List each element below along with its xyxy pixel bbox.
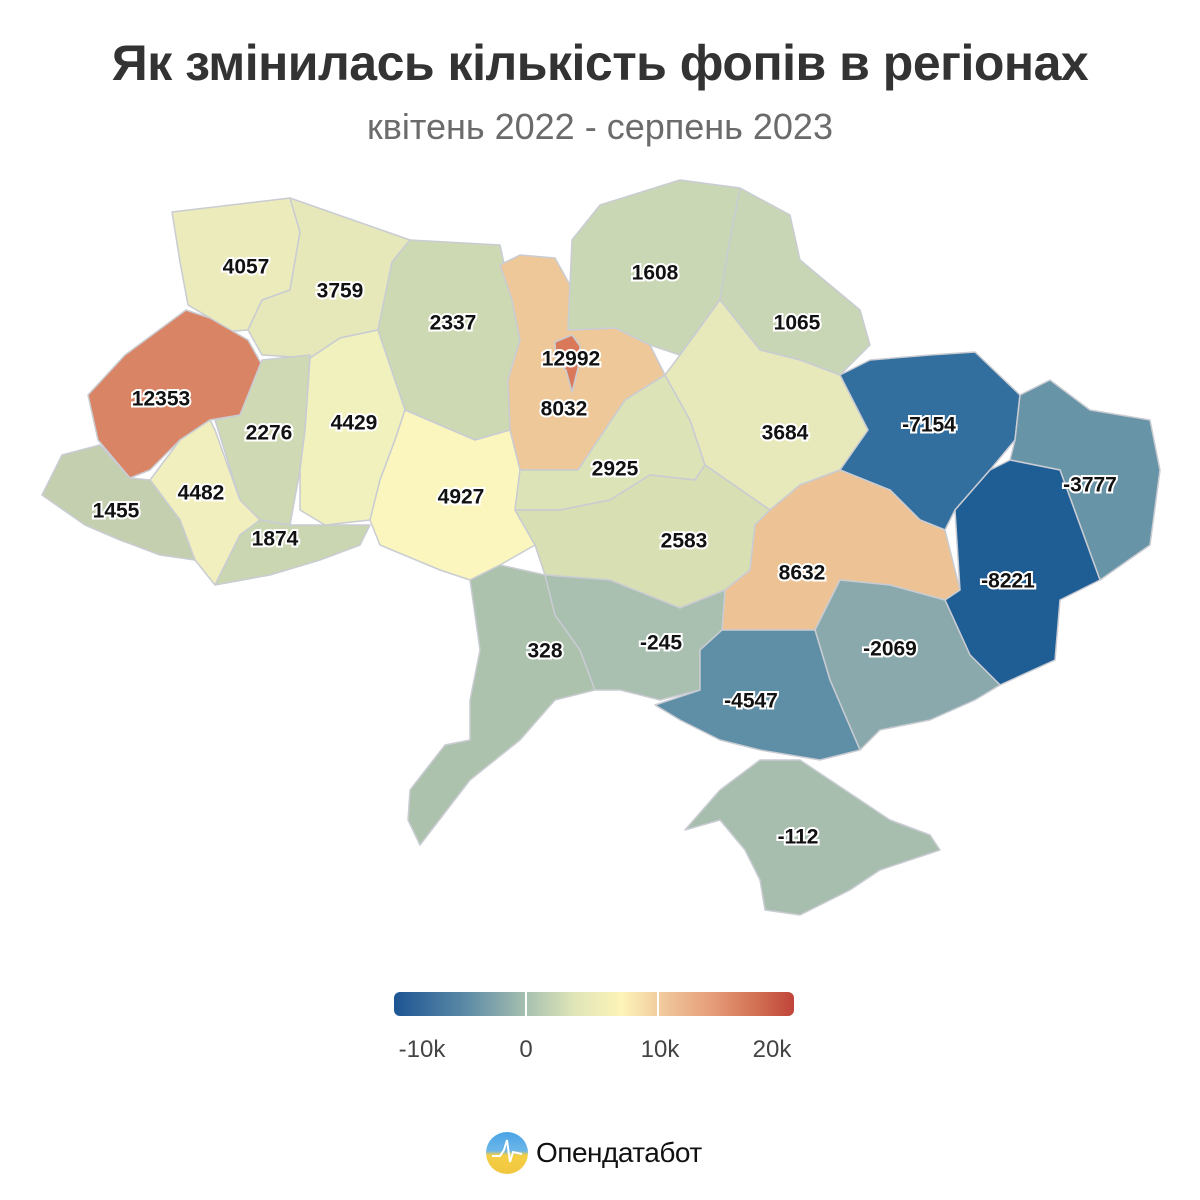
label-ternopil: 2276	[246, 422, 293, 445]
brand-name: Опендатабот	[536, 1137, 702, 1168]
legend-tick-zero: 0	[519, 1036, 533, 1063]
opendatabot-logo-icon	[486, 1132, 528, 1174]
brand-logo: Опендатабот	[486, 1132, 702, 1174]
legend-tick-10k: 10k	[640, 1036, 680, 1063]
region-zakarpattia[interactable]	[41, 444, 196, 561]
legend-separator	[657, 992, 659, 1016]
label-lviv: 12353	[132, 388, 190, 411]
label-kirovohrad: 2583	[661, 530, 708, 553]
label-luhansk: -3777	[1063, 474, 1117, 497]
label-kharkiv: -7154	[902, 414, 956, 437]
region-crimea[interactable]	[684, 759, 941, 916]
page-subtitle: квітень 2022 - серпень 2023	[367, 106, 833, 147]
label-ivano-frankivsk: 4482	[178, 482, 225, 505]
label-kyiv-city: 12992	[542, 348, 600, 371]
label-sumy: 1065	[774, 312, 821, 335]
legend-tick-max: 20k	[752, 1036, 792, 1063]
region-kherson[interactable]	[654, 629, 861, 761]
label-vinnytsia: 4927	[438, 486, 485, 509]
page-title: Як змінилась кількість фопів в регіонах	[111, 35, 1089, 91]
region-kyiv-city[interactable]	[554, 334, 581, 393]
label-kyiv-oblast: 8032	[541, 398, 588, 421]
label-khmelnytskyi: 4429	[331, 412, 378, 435]
label-zaporizhzhia: -2069	[863, 638, 917, 661]
label-donetsk: -8221	[981, 570, 1035, 593]
region-chernivtsi[interactable]	[214, 519, 371, 586]
label-chernivtsi: 1874	[252, 528, 299, 551]
label-dnipropetrovsk: 8632	[779, 562, 826, 585]
label-zhytomyr: 2337	[430, 312, 477, 335]
region-labels: 4057 3759 2337 12992 8032 1608 1065 1235…	[91, 254, 1119, 851]
label-rivne: 3759	[317, 280, 364, 303]
label-volyn: 4057	[223, 256, 270, 279]
label-odesa: 328	[527, 640, 562, 663]
region-luhansk[interactable]	[1009, 379, 1161, 581]
color-scale-legend	[394, 992, 794, 1016]
region-donetsk[interactable]	[944, 459, 1101, 686]
legend-tick-min: -10k	[398, 1036, 446, 1063]
label-kherson: -4547	[724, 690, 778, 713]
label-mykolaiv: -245	[640, 632, 682, 655]
legend-separator	[525, 992, 527, 1016]
region-sumy[interactable]	[719, 187, 871, 376]
label-cherkasy: 2925	[592, 458, 639, 481]
label-zakarpattia: 1455	[93, 500, 140, 523]
label-poltava: 3684	[762, 422, 809, 445]
label-crimea: -112	[778, 826, 819, 849]
label-chernihiv: 1608	[632, 262, 679, 285]
